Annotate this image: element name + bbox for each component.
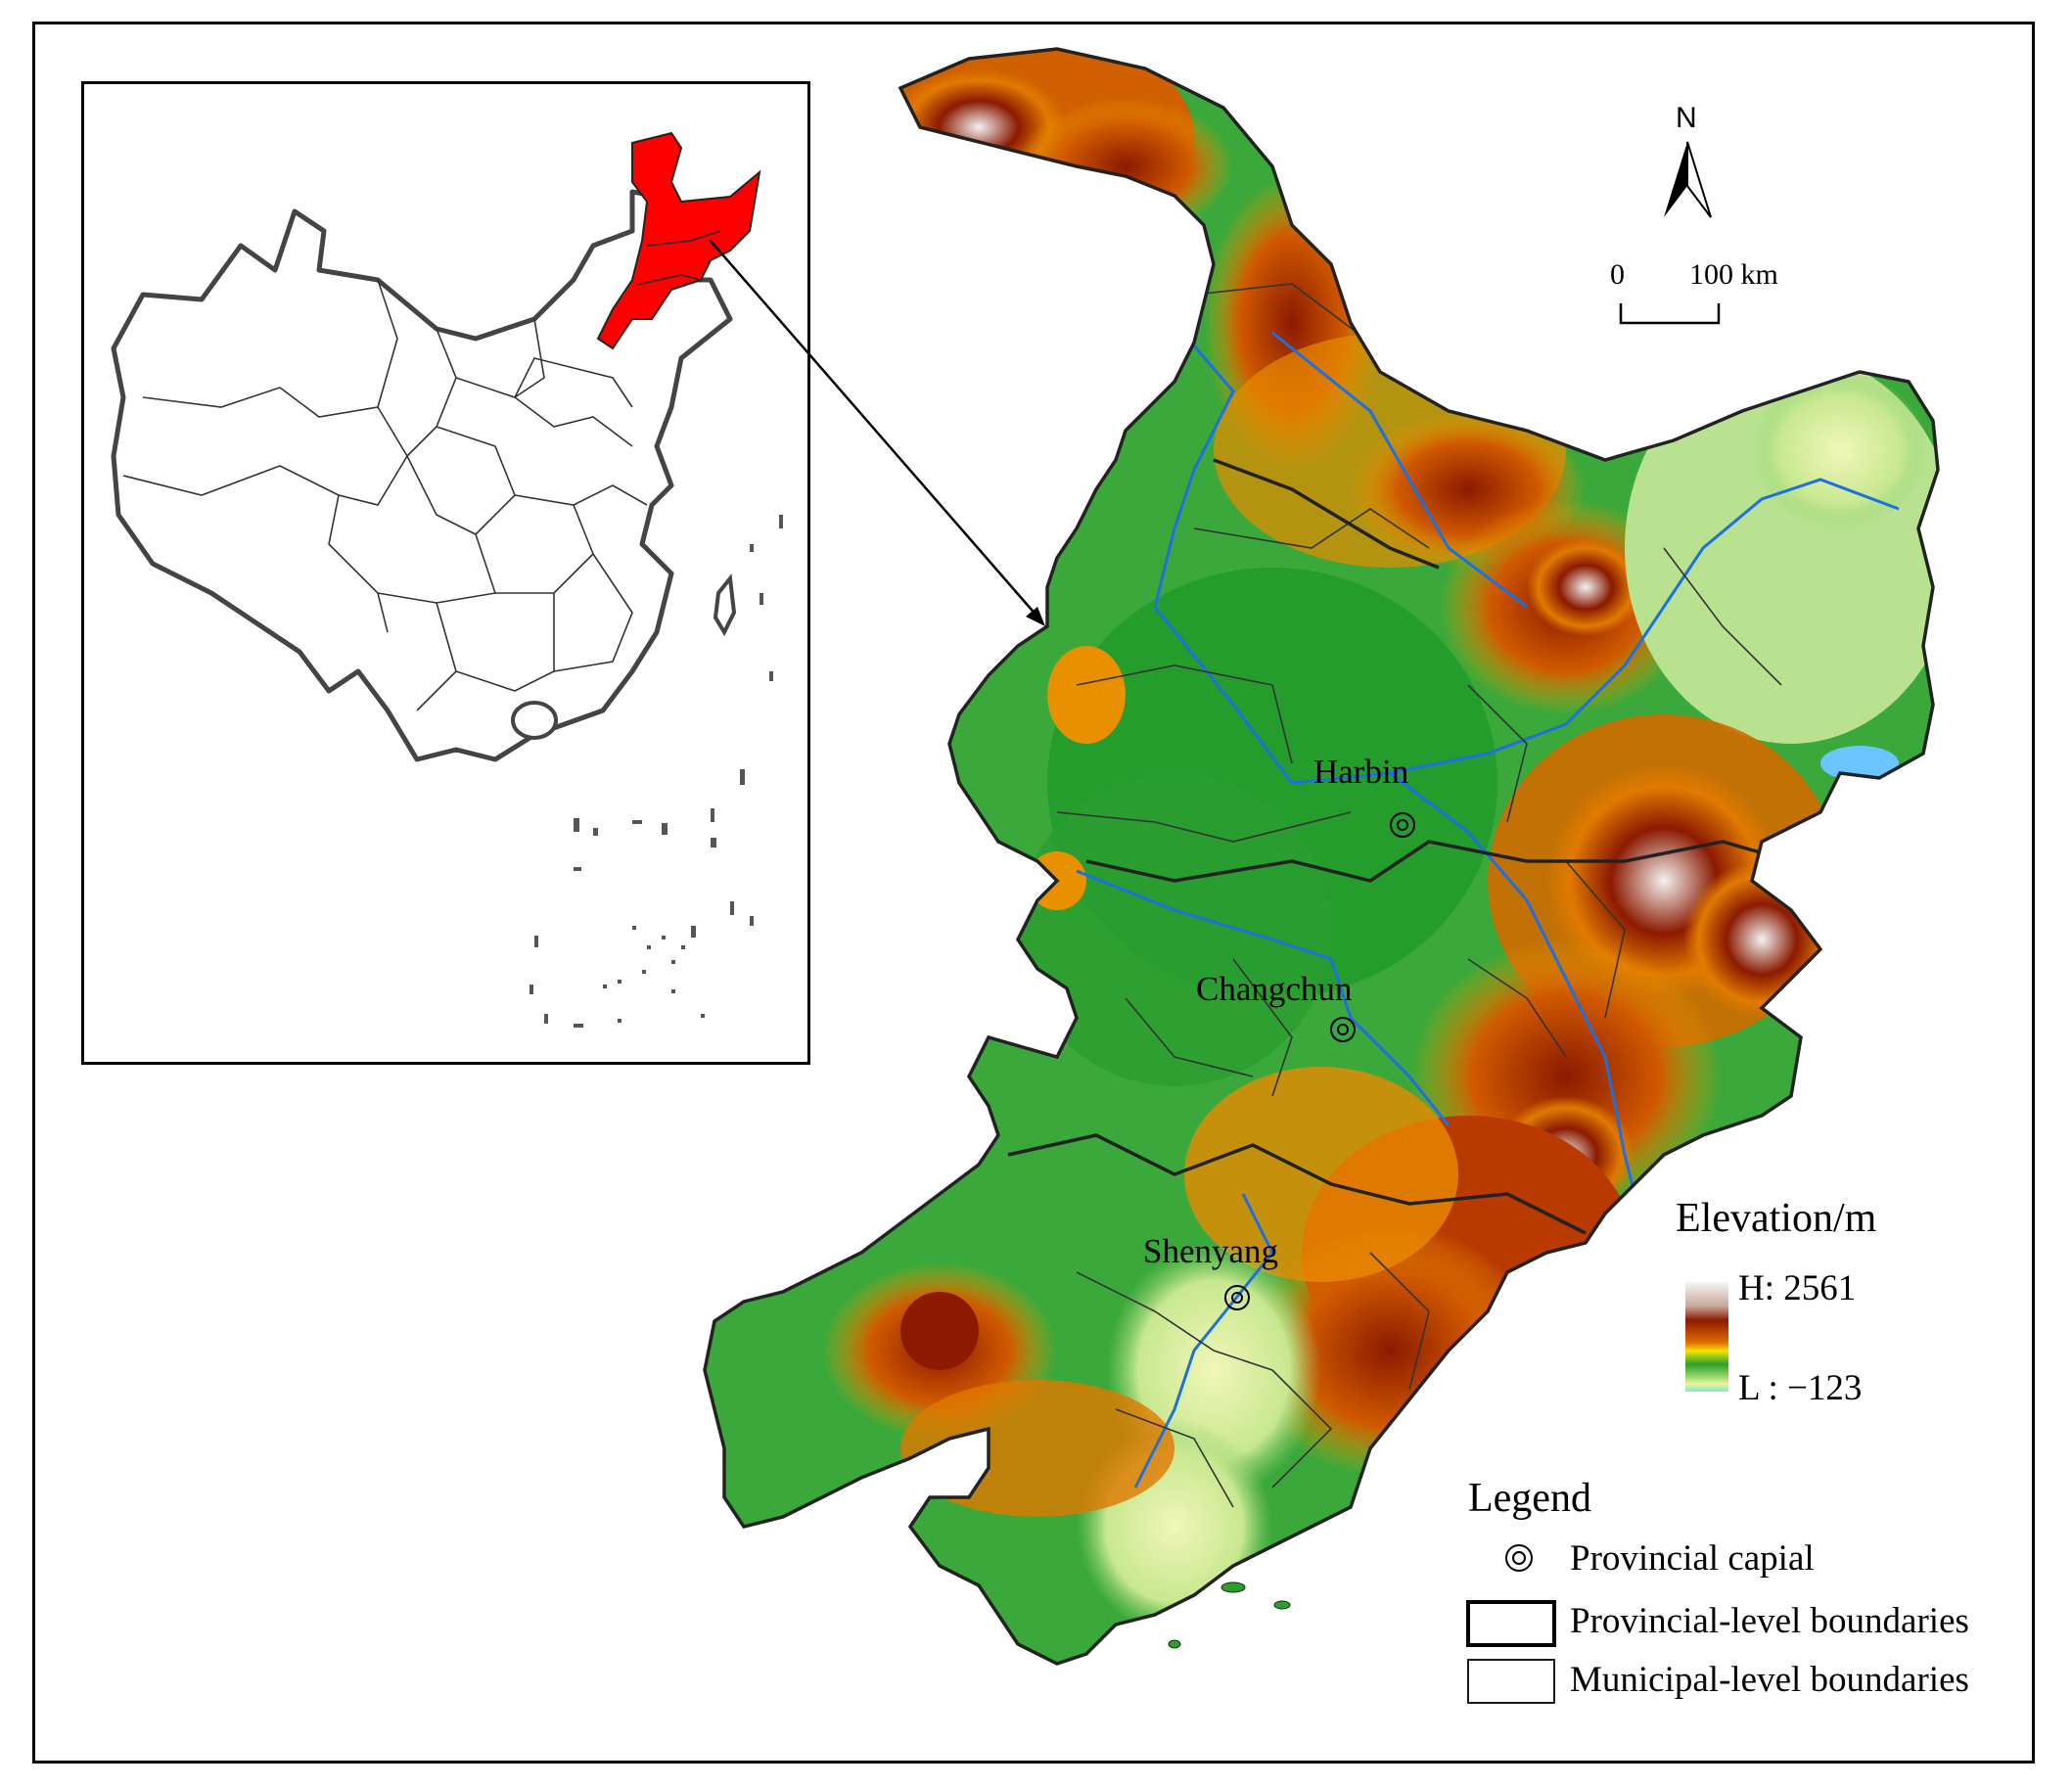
china-inset-map [81, 81, 810, 1065]
scale-bar: 0 100 km [1610, 258, 1778, 325]
provincial-boundary-swatch [1466, 1600, 1556, 1647]
scale-bar-end-label: 100 km [1689, 258, 1778, 291]
elevation-color-ramp [1685, 1282, 1728, 1392]
elevation-legend-title: Elevation/m [1676, 1196, 1877, 1241]
coastal-islands [1168, 1581, 1291, 1649]
legend-label-provincial-capital: Provincial capial [1570, 1538, 1815, 1579]
south-china-sea-islands [530, 515, 783, 1028]
legend-label-provincial-boundaries: Provincial-level boundaries [1570, 1601, 1969, 1641]
capital-shenyang: Shenyang [1143, 1232, 1278, 1310]
capital-harbin: Harbin [1313, 753, 1415, 838]
legend-label-municipal-boundaries: Municipal-level boundaries [1570, 1660, 1969, 1700]
city-label-harbin: Harbin [1313, 753, 1408, 791]
scale-bar-start-label: 0 [1610, 258, 1625, 291]
elevation-legend: Elevation/m H: 2561 L : −123 [1676, 1196, 1877, 1408]
north-arrow: N [1664, 102, 1712, 218]
legend-title: Legend [1468, 1476, 1591, 1521]
rivers [899, 164, 1900, 1489]
map-frame [32, 22, 2035, 1764]
elevation-high-label: H: 2561 [1738, 1268, 1856, 1308]
municipal-boundaries [1056, 283, 1782, 1508]
northeast-region-highlight [596, 131, 761, 350]
city-label-shenyang: Shenyang [1143, 1232, 1278, 1270]
china-boundary [111, 189, 733, 762]
taiwan-island [713, 573, 737, 637]
city-label-changchun: Changchun [1196, 970, 1352, 1008]
provincial-boundaries [1007, 458, 1792, 1235]
municipal-boundary-swatch [1467, 1659, 1555, 1704]
inset-province-lines [122, 279, 648, 711]
provincial-capital-icon [1505, 1544, 1533, 1572]
capital-changchun: Changchun [1196, 970, 1356, 1042]
hainan-island [511, 701, 558, 740]
north-arrow-label: N [1676, 102, 1697, 134]
china-outline [111, 131, 783, 1028]
map-legend: Legend Provincial capial Provincial-leve… [1466, 1476, 1969, 1704]
locator-arrow [709, 239, 1038, 618]
locator-arrowhead [1026, 607, 1045, 626]
elevation-low-label: L : −123 [1738, 1368, 1862, 1408]
